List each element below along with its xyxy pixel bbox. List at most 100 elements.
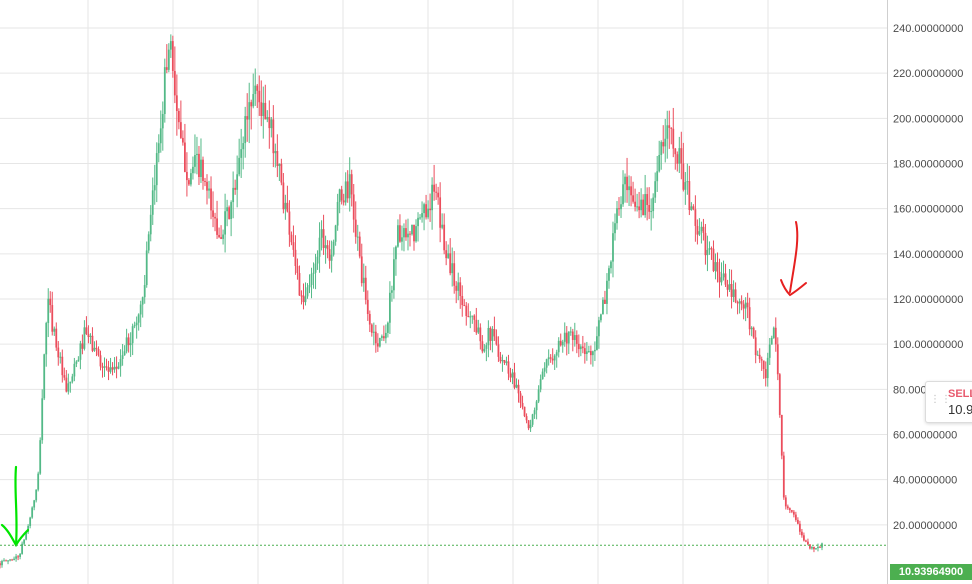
candle-body — [778, 374, 781, 415]
candle-body — [256, 85, 259, 91]
candle-body — [503, 360, 506, 363]
candle-body — [656, 171, 659, 182]
candle-body — [602, 299, 604, 315]
candle-body — [581, 346, 584, 349]
candle-body — [517, 384, 520, 394]
candle-body — [730, 283, 733, 297]
candle-body — [212, 210, 214, 217]
candle-body — [240, 149, 243, 158]
candle-body — [262, 102, 265, 117]
candle-body — [17, 556, 19, 558]
candle-body — [260, 102, 263, 117]
candle-body — [465, 305, 468, 316]
candle-body — [431, 184, 434, 211]
candle-body — [109, 367, 112, 372]
y-tick-label: 20.00000000 — [893, 520, 957, 532]
candle-body — [805, 540, 807, 542]
candle-body — [501, 360, 504, 362]
candle-body — [531, 414, 534, 425]
candle-body — [401, 237, 403, 242]
candle-body — [344, 181, 347, 203]
candle-body — [354, 219, 357, 237]
candle-body — [254, 85, 257, 95]
candle-body — [686, 181, 689, 183]
candle-body — [149, 214, 152, 235]
candle-body — [575, 335, 578, 344]
candle-body — [302, 295, 305, 303]
drag-handle-icon[interactable]: ⋮⋮ — [930, 394, 952, 405]
candle-body — [322, 229, 325, 248]
candle-body — [565, 332, 568, 344]
candle-body — [183, 142, 186, 172]
candle-body — [119, 358, 122, 367]
candle-body — [51, 305, 54, 332]
candle-body — [738, 301, 741, 304]
candle-body — [81, 343, 84, 349]
candle-body — [706, 249, 709, 256]
candle-body — [533, 410, 536, 415]
candle-body — [479, 327, 482, 342]
candle-body — [644, 194, 647, 216]
candle-body — [334, 225, 337, 242]
candle-body — [230, 202, 233, 219]
candle-body — [376, 343, 379, 347]
candle-body — [5, 560, 7, 562]
sell-price-value: 10.9 — [948, 402, 972, 417]
candle-body — [561, 341, 564, 346]
candle-body — [449, 253, 452, 274]
candle-body — [754, 337, 757, 356]
candle-body — [807, 541, 809, 545]
candle-body — [467, 315, 470, 317]
candle-body — [429, 208, 431, 211]
red-arrow-head — [780, 279, 807, 297]
y-tick-label: 140.00000000 — [893, 249, 963, 261]
candle-body — [208, 188, 210, 191]
candle-body — [457, 282, 460, 291]
candle-body — [378, 337, 381, 347]
candle-body — [21, 543, 24, 554]
candle-body — [340, 189, 343, 201]
candle-body — [352, 194, 355, 220]
candle-body — [39, 440, 42, 474]
candle-body — [111, 367, 114, 370]
candle-body — [742, 304, 745, 309]
sell-button-label[interactable]: SELL — [948, 388, 972, 400]
candle-body — [282, 182, 285, 210]
candle-body — [760, 359, 763, 361]
candle-body — [616, 208, 618, 224]
candle-body — [451, 263, 454, 274]
candle-body — [131, 326, 134, 344]
candle-body — [216, 218, 218, 235]
y-axis[interactable]: 20.0000000040.0000000060.0000000080.0000… — [893, 23, 963, 532]
candle-body — [15, 556, 17, 559]
candle-body — [63, 375, 66, 378]
candle-body — [177, 110, 180, 123]
candle-body — [384, 332, 387, 339]
candle-body — [153, 185, 156, 191]
chart-grid — [0, 0, 887, 584]
y-tick-label: 220.00000000 — [893, 68, 963, 80]
candle-body — [583, 348, 586, 354]
candle-body — [151, 190, 154, 215]
candle-body — [786, 506, 789, 509]
candle-body — [61, 356, 64, 376]
y-tick-label: 40.00000000 — [893, 475, 957, 487]
sell-widget[interactable]: ⋮⋮ SELL 10.9 — [925, 381, 972, 423]
candle-body — [790, 510, 793, 512]
candle-body — [606, 280, 608, 304]
candle-body — [421, 213, 423, 218]
candle-body — [57, 347, 60, 358]
candle-body — [294, 249, 297, 267]
candle-body — [204, 180, 206, 182]
candle-body — [704, 232, 707, 256]
candle-body — [358, 236, 361, 257]
candle-body — [163, 67, 166, 115]
candle-body — [206, 181, 208, 191]
candle-body — [499, 356, 502, 362]
candle-body — [314, 263, 317, 273]
candle-body — [569, 331, 572, 333]
candle-body — [405, 228, 407, 238]
candle-body — [186, 171, 188, 181]
y-tick-label: 200.00000000 — [893, 113, 963, 125]
